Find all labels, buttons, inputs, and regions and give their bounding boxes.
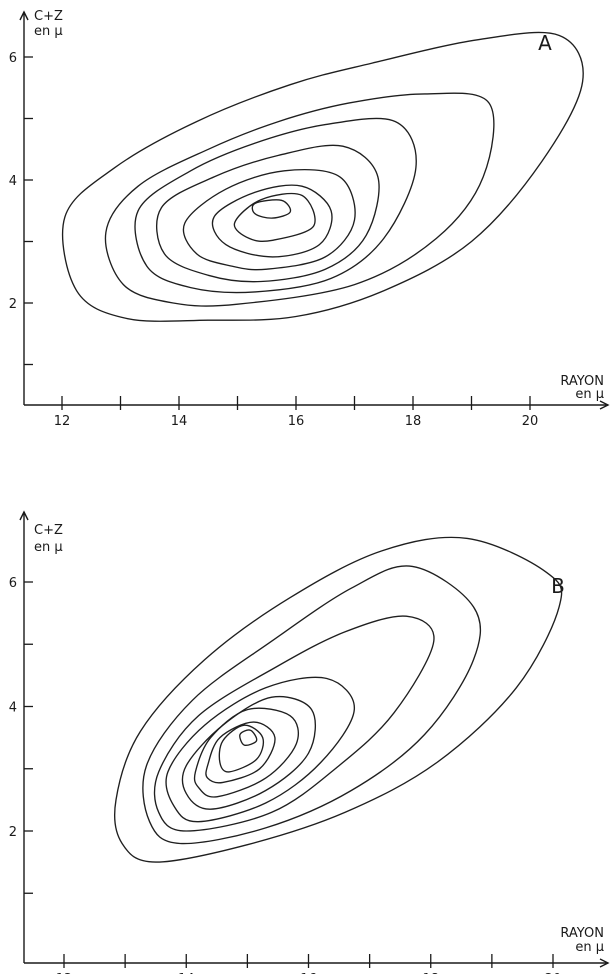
x-tick-label: 12 bbox=[54, 414, 71, 429]
contour-level-9 bbox=[239, 729, 258, 746]
x-tick-label: 20 bbox=[522, 414, 539, 429]
y-tick-label: 6 bbox=[9, 51, 17, 66]
x-tick-label: 14 bbox=[171, 414, 188, 429]
y-axis-arrowhead bbox=[19, 510, 29, 521]
y-tick-label: 6 bbox=[9, 576, 17, 591]
contour-level-1 bbox=[61, 31, 584, 322]
x-axis-arrowhead bbox=[599, 400, 610, 410]
x-axis-title: RAYON bbox=[560, 926, 604, 941]
y-tick-label: 4 bbox=[9, 174, 17, 189]
x-tick-label: 18 bbox=[405, 414, 422, 429]
y-tick-label: 2 bbox=[9, 297, 17, 312]
contour-level-7 bbox=[205, 721, 276, 784]
contour-level-8 bbox=[218, 724, 265, 773]
contour-level-6 bbox=[193, 707, 299, 798]
contour-level-3 bbox=[153, 615, 435, 832]
contour-level-7 bbox=[233, 192, 316, 243]
x-axis-title: RAYON bbox=[560, 374, 604, 389]
contour-level-8 bbox=[251, 199, 292, 219]
contour-level-5 bbox=[182, 168, 356, 271]
contour-level-2 bbox=[104, 92, 495, 307]
y-tick-label: 2 bbox=[9, 825, 17, 840]
y-axis-title: C+Z bbox=[34, 523, 63, 538]
contour-level-3 bbox=[134, 117, 417, 294]
contour-level-5 bbox=[181, 695, 316, 810]
contour-level-4 bbox=[156, 144, 380, 283]
x-tick-label: 16 bbox=[288, 414, 305, 429]
x-axis-arrowhead bbox=[599, 958, 610, 968]
contour-level-1 bbox=[114, 536, 563, 863]
y-axis-unit: en μ bbox=[34, 540, 63, 555]
x-axis-unit: en μ bbox=[575, 387, 604, 402]
y-axis-unit: en μ bbox=[34, 24, 63, 39]
panel-label: A bbox=[538, 31, 552, 55]
x-axis-unit: en μ bbox=[575, 940, 604, 955]
contour-level-2 bbox=[142, 565, 482, 845]
y-axis-arrowhead bbox=[19, 10, 29, 21]
y-tick-label: 4 bbox=[9, 701, 17, 716]
contour-level-4 bbox=[165, 676, 355, 823]
contour-level-6 bbox=[211, 184, 333, 258]
y-axis-title: C+Z bbox=[34, 9, 63, 24]
